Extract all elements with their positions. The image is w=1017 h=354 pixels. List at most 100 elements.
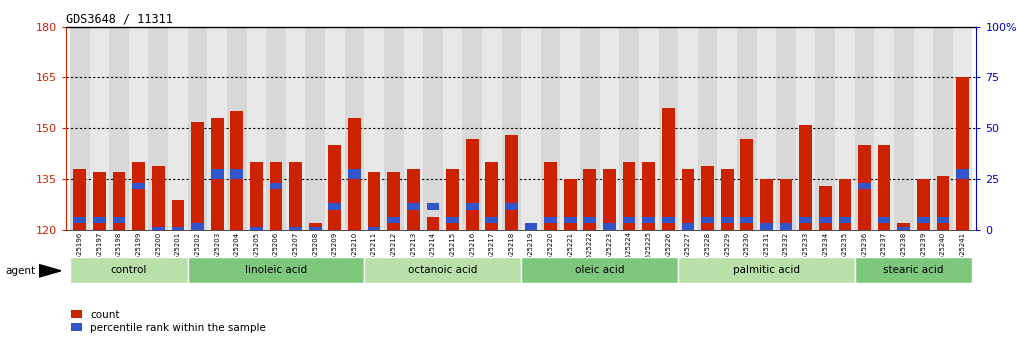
Bar xyxy=(776,27,796,230)
Text: linoleic acid: linoleic acid xyxy=(245,265,307,275)
Bar xyxy=(740,217,754,223)
Bar xyxy=(956,169,969,179)
Bar xyxy=(73,169,86,230)
Bar xyxy=(560,27,580,230)
Bar xyxy=(113,217,125,223)
Bar xyxy=(701,166,714,230)
Bar xyxy=(132,162,145,230)
Bar xyxy=(387,217,400,223)
Bar xyxy=(819,186,832,230)
Bar xyxy=(544,217,557,223)
Bar xyxy=(600,27,619,230)
Bar xyxy=(345,27,364,230)
Bar xyxy=(270,183,283,189)
Bar xyxy=(211,118,224,230)
Bar xyxy=(463,27,482,230)
Bar xyxy=(250,227,262,230)
Bar xyxy=(211,169,224,179)
Text: control: control xyxy=(111,265,147,275)
Bar xyxy=(894,27,913,230)
Bar xyxy=(168,27,188,230)
Bar xyxy=(407,203,420,210)
Bar xyxy=(148,27,168,230)
Bar xyxy=(70,27,89,230)
Legend: count, percentile rank within the sample: count, percentile rank within the sample xyxy=(71,310,265,333)
Bar xyxy=(913,27,934,230)
Bar xyxy=(780,179,792,230)
Text: agent: agent xyxy=(5,266,36,276)
Text: palmitic acid: palmitic acid xyxy=(733,265,800,275)
Bar xyxy=(368,227,380,230)
Bar xyxy=(659,27,678,230)
Bar xyxy=(348,118,361,230)
Text: octanoic acid: octanoic acid xyxy=(408,265,477,275)
Bar xyxy=(172,200,184,230)
Bar xyxy=(838,179,851,230)
Bar xyxy=(325,27,345,230)
Bar xyxy=(854,27,875,230)
Bar xyxy=(364,257,521,282)
Bar xyxy=(231,112,243,230)
Bar xyxy=(662,108,674,230)
Bar xyxy=(858,183,871,189)
Bar xyxy=(466,138,479,230)
Bar xyxy=(757,27,776,230)
Bar xyxy=(701,217,714,223)
Bar xyxy=(191,223,204,230)
Bar xyxy=(698,27,717,230)
Bar xyxy=(404,27,423,230)
Bar xyxy=(286,27,305,230)
Bar xyxy=(639,27,659,230)
Bar xyxy=(231,169,243,179)
Bar xyxy=(934,27,953,230)
Bar xyxy=(266,27,286,230)
Bar xyxy=(426,203,439,210)
Bar xyxy=(466,203,479,210)
Bar xyxy=(956,78,969,230)
Bar xyxy=(328,145,342,230)
Bar xyxy=(878,145,891,230)
Bar xyxy=(525,223,537,230)
Bar xyxy=(584,217,596,223)
Bar xyxy=(780,223,792,230)
Bar xyxy=(207,27,227,230)
Bar xyxy=(152,227,165,230)
Bar xyxy=(819,217,832,223)
Bar xyxy=(937,217,949,223)
Bar xyxy=(270,162,283,230)
Bar xyxy=(505,135,518,230)
Bar xyxy=(584,169,596,230)
Polygon shape xyxy=(39,264,61,277)
Bar xyxy=(521,27,541,230)
Bar xyxy=(485,162,498,230)
Bar xyxy=(188,27,207,230)
Bar xyxy=(129,27,148,230)
Bar xyxy=(246,27,266,230)
Bar xyxy=(875,27,894,230)
Bar xyxy=(838,217,851,223)
Bar xyxy=(446,169,459,230)
Bar xyxy=(643,217,655,223)
Bar xyxy=(897,227,910,230)
Bar xyxy=(662,217,674,223)
Bar xyxy=(383,27,404,230)
Bar xyxy=(799,217,812,223)
Bar xyxy=(94,217,106,223)
Bar xyxy=(482,27,501,230)
Bar xyxy=(541,27,560,230)
Bar xyxy=(426,217,439,230)
Bar xyxy=(309,227,321,230)
Bar xyxy=(799,125,812,230)
Bar xyxy=(643,162,655,230)
Bar xyxy=(407,169,420,230)
Bar xyxy=(485,217,498,223)
Bar xyxy=(289,162,302,230)
Bar xyxy=(188,257,364,282)
Bar xyxy=(603,223,616,230)
Bar xyxy=(681,169,695,230)
Bar xyxy=(70,257,188,282)
Bar xyxy=(89,27,109,230)
Bar xyxy=(563,217,577,223)
Bar xyxy=(94,172,106,230)
Text: stearic acid: stearic acid xyxy=(884,265,944,275)
